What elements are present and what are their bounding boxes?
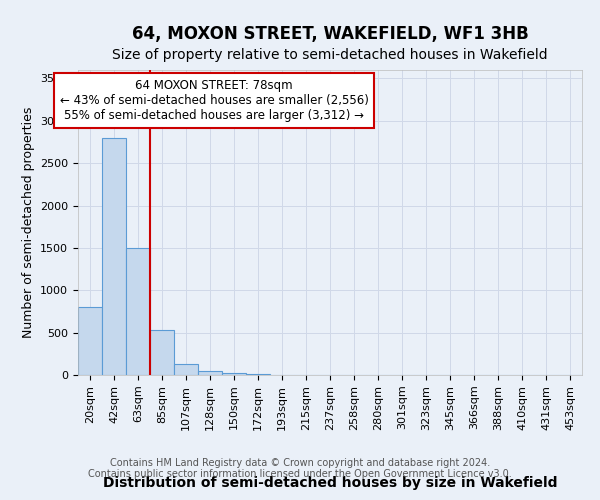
- Bar: [246, 374, 270, 375]
- Bar: [174, 364, 198, 375]
- Bar: [198, 371, 222, 375]
- Bar: [78, 307, 102, 375]
- Bar: [126, 248, 150, 375]
- Text: Contains HM Land Registry data © Crown copyright and database right 2024.
Contai: Contains HM Land Registry data © Crown c…: [88, 458, 512, 479]
- Bar: [150, 330, 174, 375]
- Bar: [222, 374, 246, 375]
- Text: 64, MOXON STREET, WAKEFIELD, WF1 3HB: 64, MOXON STREET, WAKEFIELD, WF1 3HB: [131, 25, 529, 43]
- Text: 64 MOXON STREET: 78sqm
← 43% of semi-detached houses are smaller (2,556)
55% of : 64 MOXON STREET: 78sqm ← 43% of semi-det…: [59, 79, 368, 122]
- Bar: [102, 138, 126, 375]
- Text: Distribution of semi-detached houses by size in Wakefield: Distribution of semi-detached houses by …: [103, 476, 557, 490]
- Text: Size of property relative to semi-detached houses in Wakefield: Size of property relative to semi-detach…: [112, 48, 548, 62]
- Y-axis label: Number of semi-detached properties: Number of semi-detached properties: [22, 107, 35, 338]
